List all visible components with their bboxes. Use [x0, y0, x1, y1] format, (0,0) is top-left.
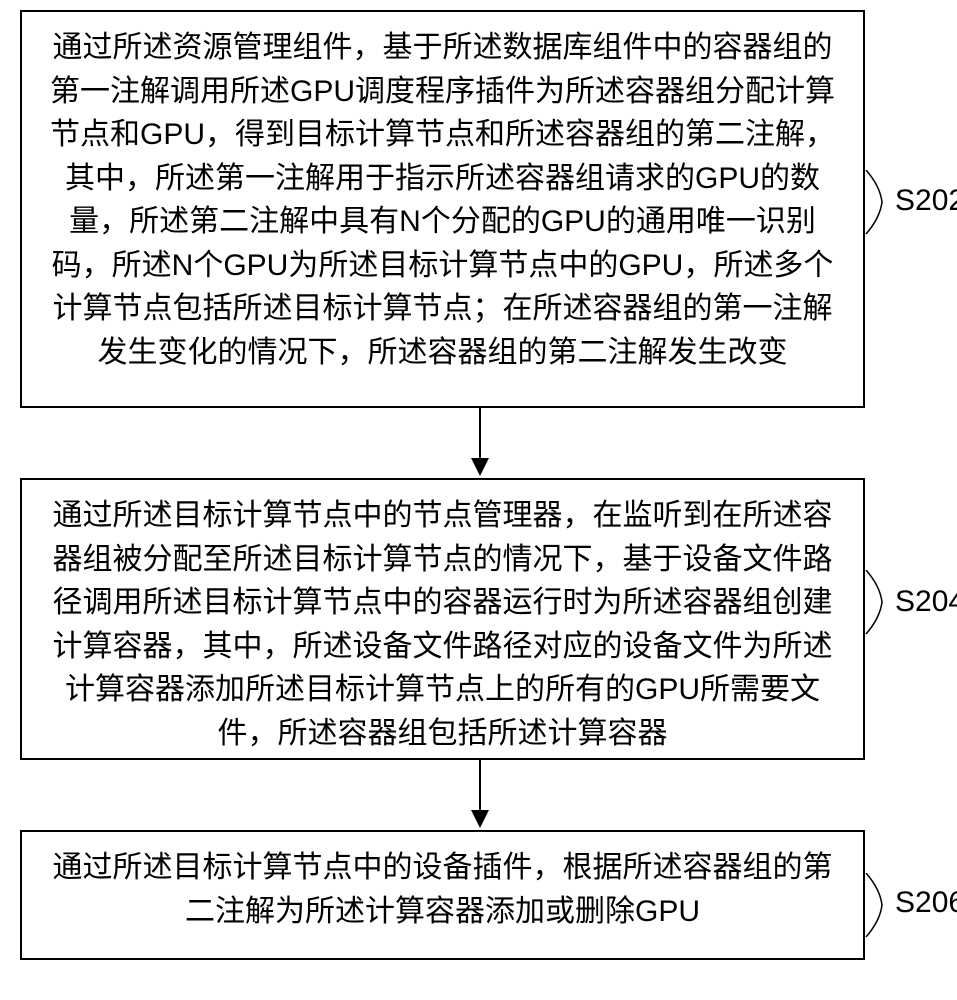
arrow-1-to-2 — [20, 408, 940, 478]
step-label-3: S206 — [895, 886, 957, 920]
arrow-down-icon — [465, 760, 495, 830]
label-connector-3 — [858, 873, 898, 938]
flow-step-3-text: 通过所述目标计算节点中的设备插件，根据所述容器组的第二注解为所述计算容器添加或删… — [42, 846, 843, 933]
flow-step-2: 通过所述目标计算节点中的节点管理器，在监听到在所述容器组被分配至所述目标计算节点… — [20, 478, 865, 760]
flow-step-1-text: 通过所述资源管理组件，基于所述数据库组件中的容器组的第一注解调用所述GPU调度程… — [42, 26, 843, 374]
arrow-2-to-3 — [20, 760, 940, 830]
flowchart-container: 通过所述资源管理组件，基于所述数据库组件中的容器组的第一注解调用所述GPU调度程… — [20, 10, 940, 960]
arrow-down-icon — [465, 408, 495, 478]
step-label-1: S202 — [895, 184, 957, 218]
flow-step-1: 通过所述资源管理组件，基于所述数据库组件中的容器组的第一注解调用所述GPU调度程… — [20, 10, 865, 408]
flow-step-3: 通过所述目标计算节点中的设备插件，根据所述容器组的第二注解为所述计算容器添加或删… — [20, 830, 865, 960]
label-connector-1 — [858, 170, 898, 235]
flow-step-2-text: 通过所述目标计算节点中的节点管理器，在监听到在所述容器组被分配至所述目标计算节点… — [42, 494, 843, 755]
step-label-2: S204 — [895, 585, 957, 619]
label-connector-2 — [858, 570, 898, 635]
